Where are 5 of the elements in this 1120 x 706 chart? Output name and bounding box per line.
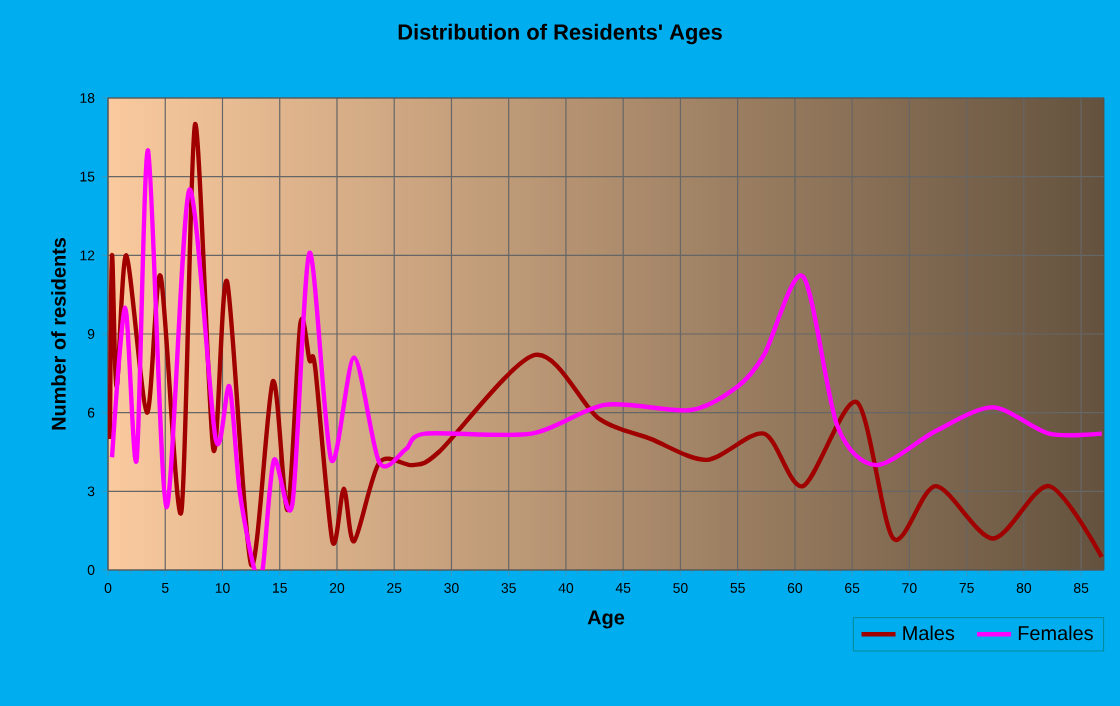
- legend-label: Males: [903, 625, 955, 641]
- legend-label: Females: [1018, 625, 1093, 641]
- x-axis-title: Age: [587, 610, 625, 629]
- y-axis-title: Number of residents: [51, 237, 66, 430]
- chart-title: Distribution of Residents' Ages: [398, 23, 722, 45]
